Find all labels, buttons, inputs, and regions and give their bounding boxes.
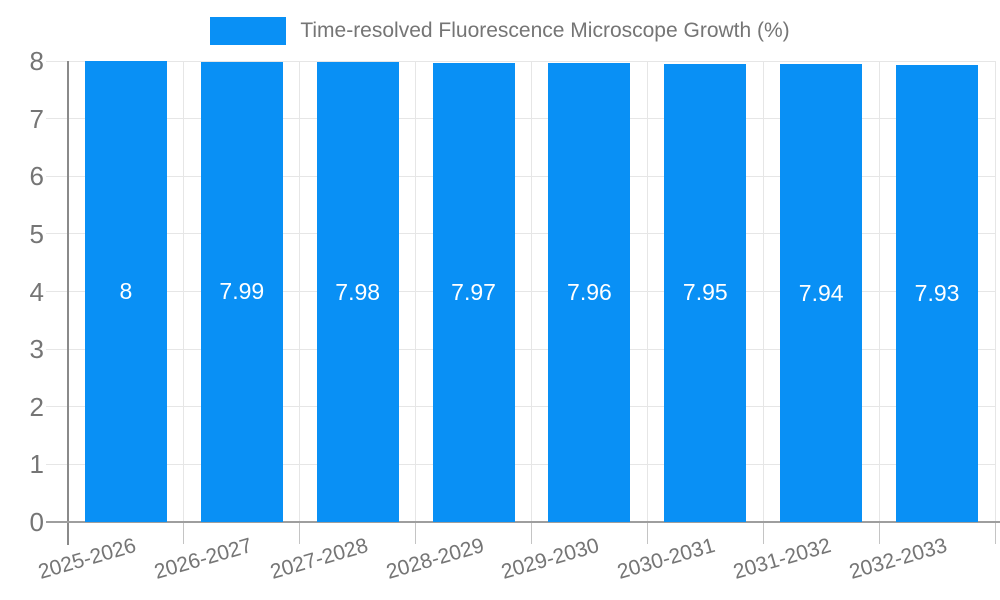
y-axis-line: [67, 61, 69, 545]
bar: 7.97: [432, 62, 515, 522]
gridline-vertical: [183, 61, 185, 522]
y-axis-label: 2: [29, 391, 44, 422]
y-axis-tick: [46, 60, 68, 62]
y-axis-label: 7: [29, 103, 44, 134]
x-axis-tick: [415, 522, 417, 544]
bar-value-label: 7.93: [914, 280, 960, 306]
y-axis-label: 6: [29, 161, 44, 192]
x-axis-tick: [531, 522, 532, 544]
legend-label: Time-resolved Fluorescence Microscope Gr…: [300, 19, 790, 42]
y-axis-label: 4: [29, 276, 44, 307]
legend-swatch: [210, 17, 287, 45]
x-axis-tick: [183, 522, 185, 544]
y-axis-tick: [46, 175, 68, 177]
y-axis-tick: [46, 406, 68, 408]
bar: 7.96: [548, 63, 631, 522]
y-axis-label: 5: [29, 218, 44, 249]
bar-value-label: 7.98: [335, 278, 381, 305]
gridline-vertical: [646, 61, 648, 522]
y-axis-tick: [46, 291, 68, 292]
y-axis-label: 3: [29, 334, 44, 365]
y-axis-label: 1: [29, 449, 44, 480]
bar-value-label: 8: [119, 278, 133, 304]
gridline-vertical: [531, 61, 532, 522]
plot-area: 0 1 2 3 4 5 6 7 8 8 7.99 7.98 7.97 7.96 7.95 7.94 7.93 20…: [30, 46, 1000, 584]
bar: 7.98: [316, 62, 399, 522]
y-axis-tick: [46, 118, 68, 120]
y-axis-tick: [46, 233, 68, 235]
bar: 7.95: [664, 63, 747, 522]
bar-value-label: 7.94: [798, 279, 844, 306]
bar: 7.99: [200, 61, 283, 522]
bar: 7.94: [780, 64, 863, 522]
bar: 8: [84, 61, 167, 522]
x-axis-tick: [762, 522, 764, 544]
gridline-vertical: [994, 61, 996, 522]
x-axis-tick: [878, 522, 880, 544]
bar-value-label: 7.97: [451, 278, 496, 305]
y-axis-label: 8: [29, 46, 44, 76]
gridline-vertical: [299, 61, 301, 522]
gridline-vertical: [415, 61, 417, 522]
gridline-vertical: [878, 61, 880, 522]
x-axis-line: [46, 521, 1000, 523]
y-axis-label: 0: [29, 507, 44, 537]
legend: Time-resolved Fluorescence Microscope Gr…: [0, 17, 1000, 45]
y-axis-tick: [46, 463, 68, 465]
bar: 7.93: [896, 65, 979, 522]
x-axis-tick: [994, 522, 996, 544]
x-axis-tick: [299, 522, 301, 544]
bar-value-label: 7.96: [567, 279, 612, 306]
gridline-vertical: [762, 61, 764, 522]
x-axis-tick: [646, 522, 648, 544]
y-axis-tick: [46, 348, 68, 350]
bar-value-label: 7.95: [682, 279, 728, 306]
bar-value-label: 7.99: [219, 278, 265, 305]
